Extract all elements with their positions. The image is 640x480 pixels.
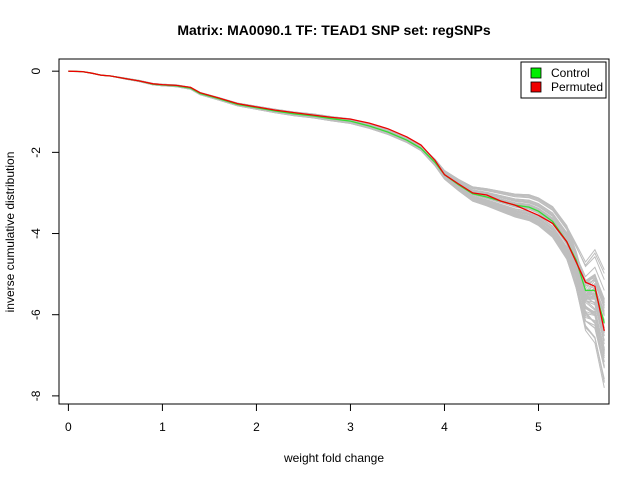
y-tick-label: -2: [29, 147, 43, 158]
x-tick-label: 0: [65, 420, 72, 434]
y-tick-label: -4: [29, 228, 43, 239]
y-tick-label: 0: [29, 68, 43, 75]
x-tick-label: 1: [159, 420, 166, 434]
background-series-line: [68, 70, 605, 300]
y-axis-label: inverse cumulative distribution: [3, 152, 17, 313]
x-tick-label: 3: [347, 420, 354, 434]
plot-frame: [58, 58, 610, 405]
main-series-group: [68, 70, 605, 332]
background-series-line: [68, 70, 605, 316]
background-series-line: [68, 70, 605, 303]
background-series-line: [68, 70, 605, 304]
axes-group: 0 1 2 3 4 5 0 -2 -4 -6 -8: [29, 68, 542, 434]
background-series-line: [68, 70, 605, 300]
x-tick-label: 2: [253, 420, 260, 434]
background-series-line: [68, 70, 605, 313]
background-series-line: [68, 70, 605, 311]
background-series-line: [68, 70, 605, 315]
chart-title: Matrix: MA0090.1 TF: TEAD1 SNP set: regS…: [177, 22, 490, 38]
background-series-line: [68, 70, 605, 291]
background-series-line: [68, 70, 605, 309]
y-tick-label: -8: [29, 390, 43, 401]
background-series-line: [68, 70, 605, 301]
x-tick-label: 5: [535, 420, 542, 434]
legend-label-control: Control: [551, 66, 590, 80]
x-axis-label: weight fold change: [283, 451, 384, 465]
background-series-line: [68, 70, 605, 274]
background-series-line: [68, 70, 605, 307]
background-series-line: [68, 70, 605, 305]
background-series-line: [68, 70, 605, 306]
x-tick-label: 4: [441, 420, 448, 434]
legend-swatch-control: [530, 67, 542, 79]
background-series-line: [68, 70, 605, 317]
background-series-line: [68, 70, 605, 308]
legend-label-permuted: Permuted: [551, 80, 603, 94]
legend-swatch-permuted: [530, 81, 542, 93]
background-series-line: [68, 70, 605, 303]
background-series-line: [68, 70, 605, 301]
background-series-line: [68, 70, 605, 280]
y-tick-label: -6: [29, 309, 43, 320]
background-series-line: [68, 70, 605, 271]
series-line-permuted: [68, 70, 605, 332]
